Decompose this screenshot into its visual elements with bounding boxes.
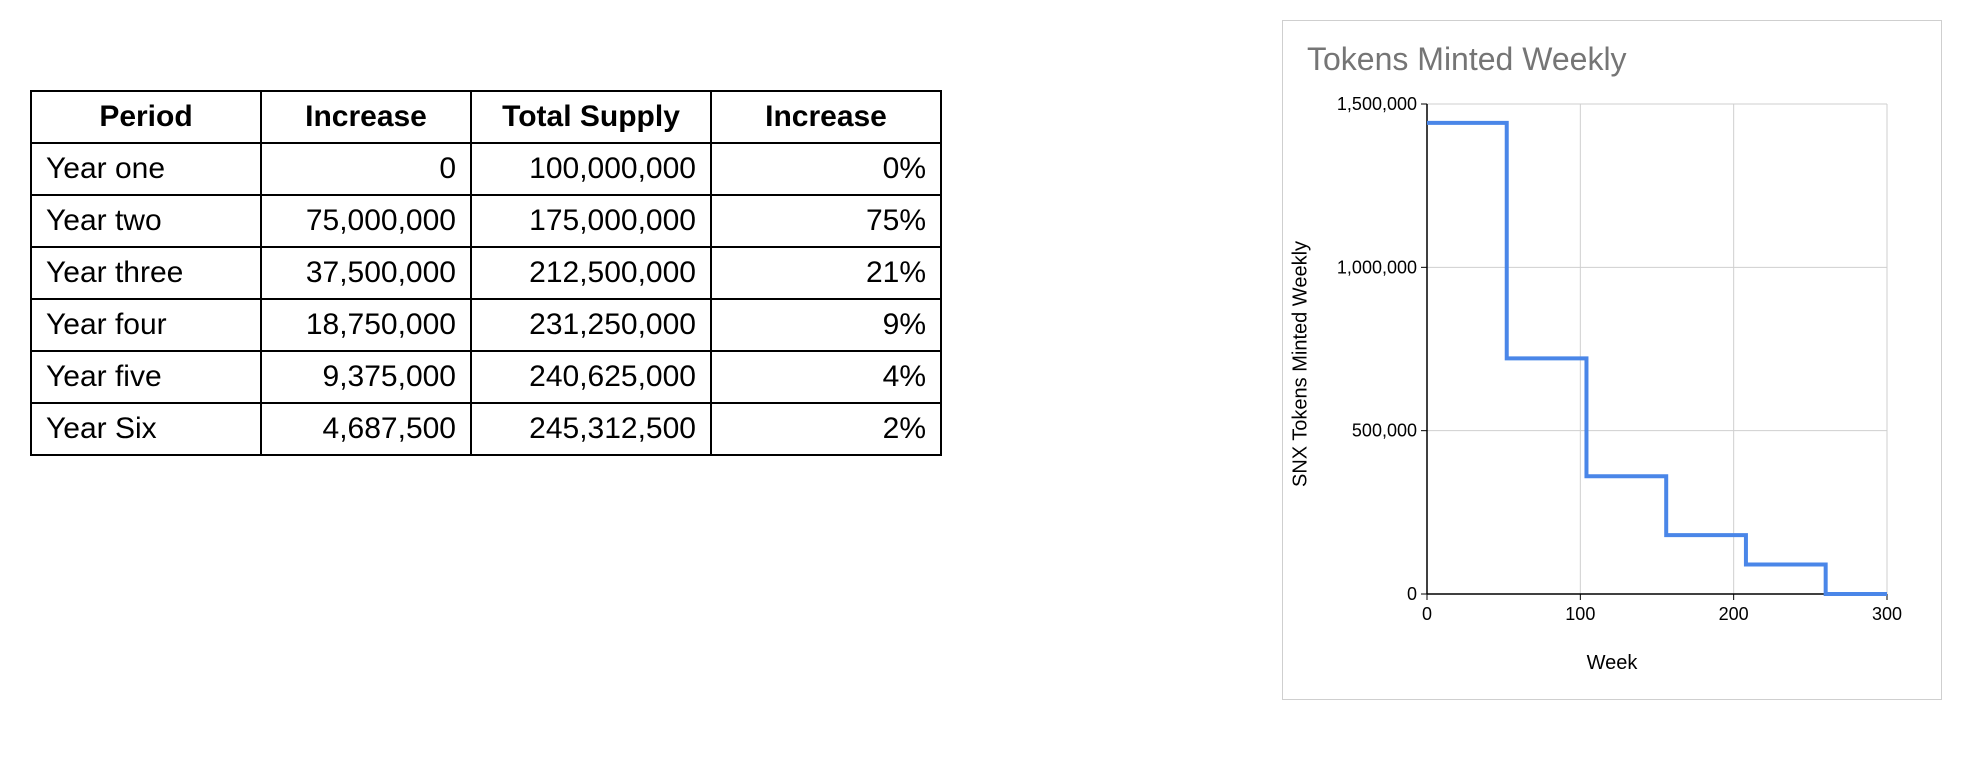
- table-cell: Year four: [31, 299, 261, 351]
- th-period: Period: [31, 91, 261, 143]
- svg-text:0: 0: [1422, 604, 1432, 624]
- table-cell: Year Six: [31, 403, 261, 455]
- chart-title: Tokens Minted Weekly: [1307, 41, 1917, 78]
- table-cell: 75,000,000: [261, 195, 471, 247]
- table-cell: 37,500,000: [261, 247, 471, 299]
- chart-xlabel: Week: [1307, 652, 1917, 675]
- th-increase-pct: Increase: [711, 91, 941, 143]
- table-cell: 175,000,000: [471, 195, 711, 247]
- chart-card: Tokens Minted Weekly SNX Tokens Minted W…: [1282, 20, 1942, 700]
- table-cell: 75%: [711, 195, 941, 247]
- table-cell: Year one: [31, 143, 261, 195]
- svg-text:200: 200: [1719, 604, 1749, 624]
- table-cell: 4,687,500: [261, 403, 471, 455]
- th-increase: Increase: [261, 91, 471, 143]
- table-cell: 231,250,000: [471, 299, 711, 351]
- table-cell: 18,750,000: [261, 299, 471, 351]
- chart-svg: 0 100 200 300 0 500,000 1,000,000 1,500,000: [1307, 84, 1907, 644]
- table-cell: 21%: [711, 247, 941, 299]
- table-cell: 212,500,000: [471, 247, 711, 299]
- chart-body: SNX Tokens Minted Weekly 01002003000500,…: [1307, 84, 1907, 644]
- svg-text:1,000,000: 1,000,000: [1337, 257, 1417, 277]
- table-cell: 245,312,500: [471, 403, 711, 455]
- table-cell: 240,625,000: [471, 351, 711, 403]
- table-row: Year three37,500,000212,500,00021%: [31, 247, 941, 299]
- svg-text:500,000: 500,000: [1352, 421, 1417, 441]
- chart-ylabel: SNX Tokens Minted Weekly: [1290, 241, 1313, 487]
- table-row: Year five9,375,000240,625,0004%: [31, 351, 941, 403]
- table-row: Year four18,750,000231,250,0009%: [31, 299, 941, 351]
- table-cell: 0: [261, 143, 471, 195]
- table-row: Year one0100,000,0000%: [31, 143, 941, 195]
- table-cell: Year five: [31, 351, 261, 403]
- th-total-supply: Total Supply: [471, 91, 711, 143]
- svg-text:0: 0: [1407, 584, 1417, 604]
- table-cell: 2%: [711, 403, 941, 455]
- table-cell: 0%: [711, 143, 941, 195]
- table-cell: 9%: [711, 299, 941, 351]
- supply-table: Period Increase Total Supply Increase Ye…: [30, 90, 942, 456]
- svg-text:300: 300: [1872, 604, 1902, 624]
- table-row: Year Six4,687,500245,312,5002%: [31, 403, 941, 455]
- table-cell: Year three: [31, 247, 261, 299]
- svg-text:100: 100: [1565, 604, 1595, 624]
- supply-table-wrap: Period Increase Total Supply Increase Ye…: [30, 90, 942, 456]
- table-cell: 4%: [711, 351, 941, 403]
- table-cell: 100,000,000: [471, 143, 711, 195]
- table-row: Year two75,000,000175,000,00075%: [31, 195, 941, 247]
- table-cell: 9,375,000: [261, 351, 471, 403]
- svg-text:1,500,000: 1,500,000: [1337, 94, 1417, 114]
- table-cell: Year two: [31, 195, 261, 247]
